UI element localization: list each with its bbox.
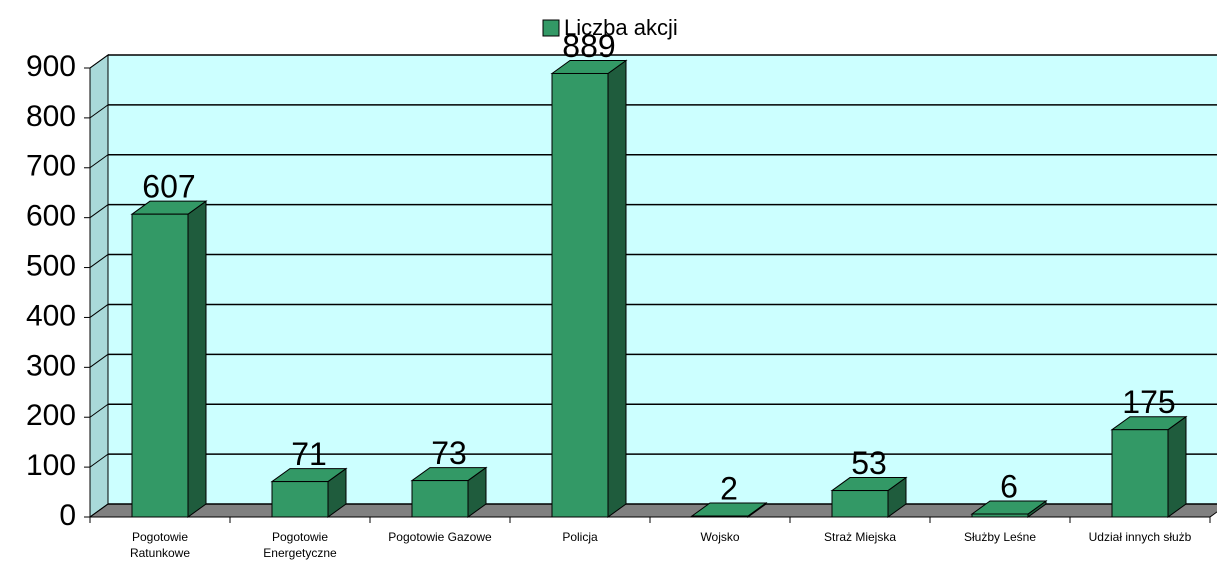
- y-tick-label: 900: [26, 50, 76, 83]
- y-tick-label: 300: [26, 349, 76, 382]
- grid-line: [89, 204, 109, 219]
- legend-label: Liczba akcji: [564, 15, 678, 40]
- x-tick-label: Wojsko: [700, 530, 740, 544]
- grid-line: [89, 353, 109, 368]
- bar: [411, 480, 469, 518]
- bar: [971, 513, 1029, 518]
- y-tick-label: 0: [59, 499, 76, 532]
- y-tick-label: 800: [26, 100, 76, 133]
- x-tick-label: Pogotowie Energetyczne: [263, 530, 337, 560]
- grid-line: [89, 304, 109, 318]
- bar-side: [187, 200, 207, 518]
- data-label: 175: [1122, 384, 1175, 420]
- bar: [551, 72, 609, 518]
- x-tick-label: Pogotowie Ratunkowe: [129, 530, 191, 560]
- y-tick-label: 400: [26, 299, 76, 332]
- grid-line: [89, 154, 109, 169]
- grid-line: [89, 453, 109, 468]
- data-label: 2: [720, 470, 738, 506]
- bar: [131, 213, 189, 518]
- bar: [271, 481, 329, 518]
- x-tick-label: Udział innych służb: [1088, 530, 1192, 544]
- data-label: 6: [1000, 468, 1018, 504]
- data-label: 607: [142, 169, 195, 205]
- x-tick-label: Policja: [562, 530, 598, 544]
- x-tick-label: Służby Leśne: [963, 530, 1037, 544]
- bar: [831, 490, 889, 518]
- grid-line: [89, 254, 109, 268]
- data-label: 73: [431, 435, 467, 471]
- y-tick-label: 600: [26, 200, 76, 233]
- grid-line: [89, 503, 109, 518]
- bar-side: [607, 59, 627, 518]
- legend-swatch: [542, 19, 560, 37]
- side-wall: [89, 54, 109, 518]
- x-tick-label: Straż Miejska: [823, 530, 897, 544]
- data-label: 889: [562, 28, 615, 64]
- bar: [1111, 429, 1169, 518]
- x-tick-label: Pogotowie Gazowe: [388, 530, 492, 544]
- data-label: 71: [291, 436, 327, 472]
- bar: [691, 515, 749, 518]
- y-tick-label: 100: [26, 449, 76, 482]
- grid-line: [89, 403, 109, 418]
- grid-line: [89, 104, 109, 119]
- y-tick-label: 500: [26, 249, 76, 282]
- floor: [88, 503, 1217, 518]
- data-label: 53: [851, 445, 887, 481]
- back-wall: [107, 54, 1217, 505]
- y-tick-label: 700: [26, 150, 76, 183]
- grid-line: [89, 54, 109, 69]
- bar-side: [1167, 415, 1187, 518]
- y-tick-label: 200: [26, 399, 76, 432]
